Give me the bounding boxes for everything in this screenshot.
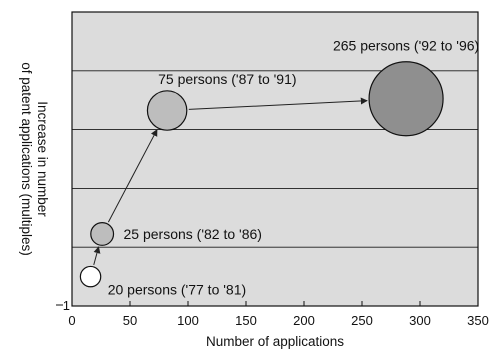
bubble-series	[79, 61, 444, 288]
y-tick-label: 1	[63, 298, 70, 313]
x-tick-label: 250	[351, 313, 373, 328]
x-tick-label: 100	[177, 313, 199, 328]
bubble-label: 20 persons ('77 to '81)	[108, 282, 246, 298]
x-tick-label: 200	[293, 313, 315, 328]
y-axis-label-line2: of patent applications (multiples)	[19, 62, 34, 256]
x-axis-ticks: 0 50 100 150 200 250 300 350	[56, 301, 489, 328]
x-tick-label: 0	[68, 313, 75, 328]
bubble-label: 25 persons ('82 to '86)	[124, 226, 262, 242]
bubble	[79, 265, 102, 288]
trend-arrow	[107, 129, 158, 223]
y-axis-label: Increase in number of patent application…	[19, 62, 50, 256]
y-axis-label-line1: Increase in number	[35, 101, 50, 217]
x-tick-label: 150	[235, 313, 257, 328]
x-tick-label: 350	[467, 313, 489, 328]
bubble-label: 75 persons ('87 to '91)	[158, 71, 296, 87]
plot-area	[72, 12, 478, 306]
x-tick-label: 300	[409, 313, 431, 328]
x-axis-label: Number of applications	[206, 334, 344, 349]
bubble	[90, 222, 115, 246]
trend-arrows	[93, 97, 368, 265]
bubble-label: 265 persons ('92 to '96)	[333, 38, 479, 54]
trend-arrow	[188, 97, 368, 110]
bubble	[146, 90, 188, 131]
trend-arrow	[93, 246, 101, 265]
bubble-labels: 20 persons ('77 to '81) 25 persons ('82 t…	[108, 38, 479, 298]
x-tick-label: 50	[123, 313, 137, 328]
bubble	[368, 61, 444, 137]
plot-frame	[71, 11, 479, 307]
